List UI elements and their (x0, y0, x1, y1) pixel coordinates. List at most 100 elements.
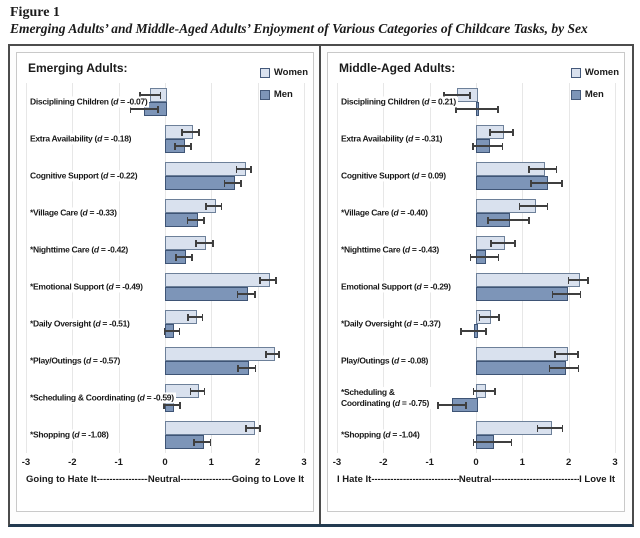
x-tick: 3 (612, 457, 618, 468)
error-bar (193, 441, 211, 443)
error-bar-cap (178, 327, 181, 335)
category-label: Extra Availability (d = -0.18) (28, 132, 134, 145)
error-bar-cap (551, 290, 554, 298)
error-bar-cap (220, 202, 223, 210)
men-swatch-icon (570, 89, 581, 100)
error-bar-cap (579, 290, 581, 298)
chart-row: *Shopping (d = -1.04) (337, 416, 615, 453)
chart-row: Play/Outings (d = -0.08) (337, 342, 615, 379)
chart-row: Disciplining Children (d = 0.21) (337, 83, 615, 120)
error-bar-cap (489, 128, 491, 136)
chart-row: Cognitive Support (d = -0.22) (26, 157, 304, 194)
chart-row: *Daily Oversight (d = -0.37) (337, 305, 615, 342)
error-bar-cap (186, 216, 188, 224)
chart-title: Middle-Aged Adults: (339, 61, 456, 75)
x-axis-ticks: -3 -2 -1 0 1 2 3 (22, 457, 307, 470)
x-tick: 2 (255, 457, 261, 468)
gridline (211, 83, 213, 453)
chart-row: Extra Availability (d = -0.18) (26, 120, 304, 157)
error-bar-cap (561, 179, 563, 187)
panel-middle-aged-adults: Middle-Aged Adults: Women Men Disciplining … (321, 46, 632, 524)
error-bar-cap (528, 165, 530, 173)
error-bar-cap (497, 253, 499, 261)
category-label: *Shopping (d = -1.08) (28, 428, 111, 441)
x-tick: -1 (114, 457, 123, 468)
error-bar-cap (536, 424, 539, 432)
men-swatch-icon (259, 89, 270, 100)
x-tick: 2 (566, 457, 572, 468)
error-bar-cap (546, 202, 549, 210)
x-axis-ticks: -3 -2 -1 0 1 2 3 (333, 457, 618, 470)
chart-title: Emerging Adults: (28, 61, 128, 75)
chart-row: *Village Care (d = -0.33) (26, 194, 304, 231)
error-bar-cap (259, 276, 261, 284)
gridline (383, 83, 385, 453)
error-bar (237, 293, 255, 295)
error-bar-cap (437, 401, 439, 409)
legend-item-men: Men (259, 89, 308, 100)
error-bar-cap (501, 142, 504, 150)
chart-row: Extra Availability (d = -0.31) (337, 120, 615, 157)
error-bar-cap (530, 179, 532, 187)
category-label: *Play/Outings (d = -0.57) (28, 354, 123, 367)
bar-women (165, 273, 270, 287)
x-tick: 0 (162, 457, 168, 468)
chart-row: Disciplining Children (d = -0.07) (26, 83, 304, 120)
chart-row: *Daily Oversight (d = -0.51) (26, 305, 304, 342)
figure-title: Emerging Adults’ and Middle-Aged Adults’… (10, 21, 588, 36)
gridline (615, 83, 616, 453)
error-bar-cap (189, 387, 192, 395)
gridline (257, 83, 259, 453)
error-bar (236, 168, 252, 170)
error-bar (164, 404, 180, 406)
error-bar-cap (237, 364, 239, 372)
x-tick: 1 (519, 457, 525, 468)
error-bar-cap (510, 438, 512, 446)
error-bar-cap (236, 290, 238, 298)
error-bar (489, 131, 514, 133)
error-bar-cap (478, 313, 480, 321)
legend-item-men: Men (570, 89, 619, 100)
gridline (165, 83, 166, 453)
error-bar (552, 293, 581, 295)
error-bar-cap (460, 327, 462, 335)
error-bar (479, 316, 499, 318)
error-bar (549, 367, 579, 369)
error-bar-cap (555, 165, 558, 173)
error-bar (164, 330, 180, 332)
error-bar (246, 427, 260, 429)
error-bar-cap (159, 91, 162, 99)
category-label: Cognitive Support (d = 0.09) (339, 169, 448, 182)
error-bar-cap (518, 202, 521, 210)
category-label: Cognitive Support (d = -0.22) (28, 169, 140, 182)
x-tick: 0 (473, 457, 479, 468)
error-bar (528, 168, 557, 170)
axis-caption-leader: ----------------------------------------… (96, 474, 148, 485)
error-bar-cap (205, 202, 207, 210)
category-label: *Daily Oversight (d = -0.51) (28, 317, 132, 330)
error-bar-cap (512, 128, 514, 136)
error-bar (490, 242, 515, 244)
error-bar-cap (548, 364, 551, 372)
error-bar-cap (265, 350, 267, 358)
category-label: *Daily Oversight (d = -0.37) (339, 317, 443, 330)
error-bar-cap (198, 128, 200, 136)
category-label: Disciplining Children (d = -0.07) (28, 95, 150, 108)
error-bar-cap (485, 327, 487, 335)
error-bar (260, 279, 276, 281)
category-label: *Village Care (d = -0.33) (28, 206, 119, 219)
error-bar (531, 182, 562, 184)
error-bar-cap (587, 276, 589, 284)
axis-caption-left: Going to Hate It (26, 474, 97, 485)
error-bar-cap (195, 239, 197, 247)
error-bar-cap (455, 105, 457, 113)
error-bar-cap (250, 165, 252, 173)
error-bar (196, 242, 213, 244)
x-tick: 1 (208, 457, 214, 468)
error-bar-cap (191, 253, 193, 261)
error-bar (519, 205, 548, 207)
error-bar-cap (472, 387, 475, 395)
category-label: *Emotional Support (d = -0.49) (28, 280, 145, 293)
error-bar-cap (163, 401, 165, 409)
